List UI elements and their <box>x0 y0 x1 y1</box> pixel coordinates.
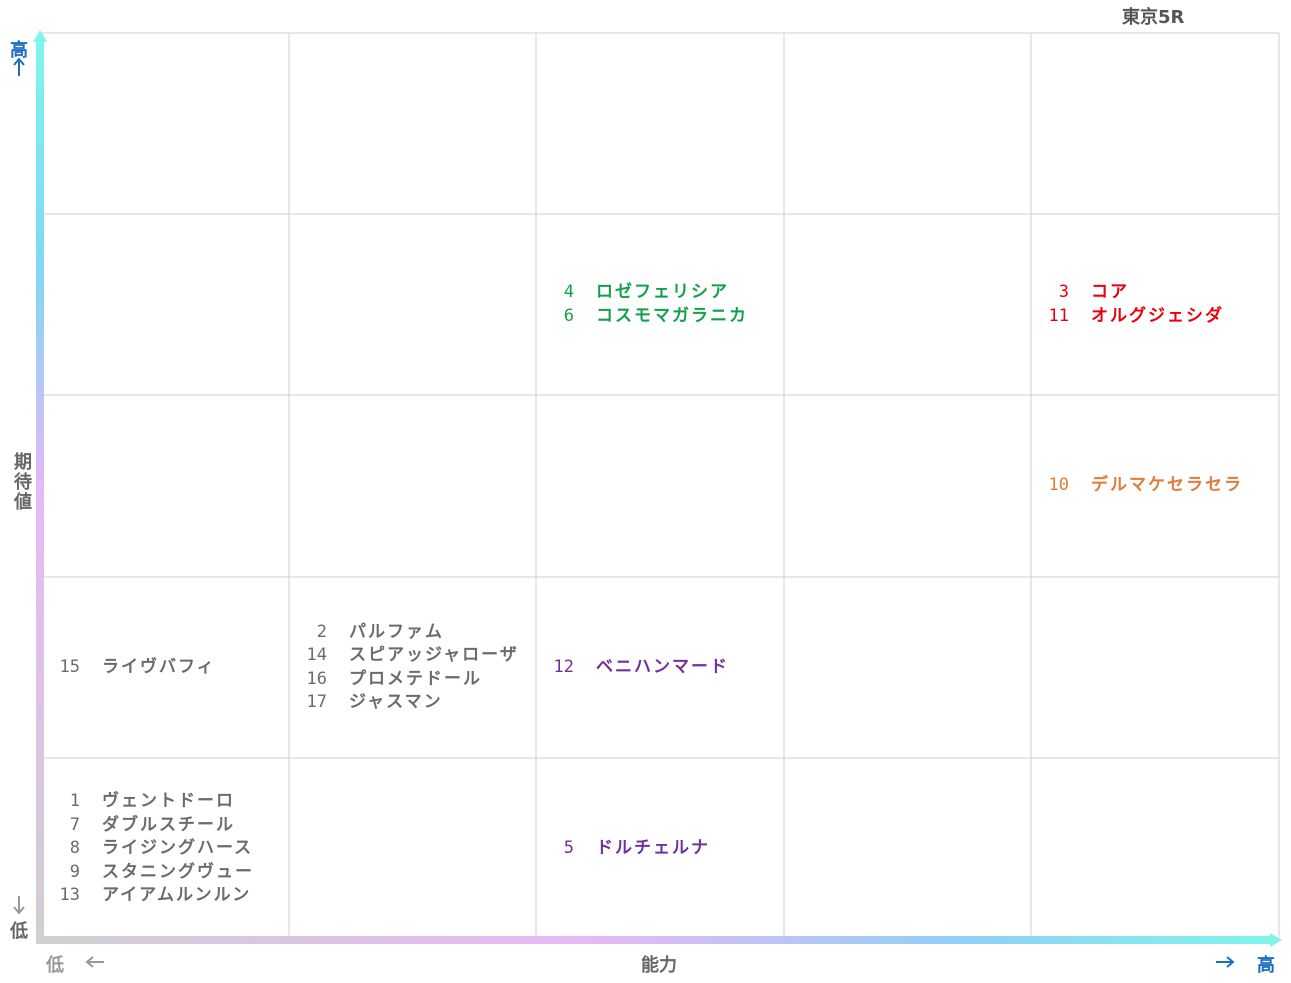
entry-number: 16 <box>306 668 327 689</box>
entry-number: 7 <box>69 814 80 835</box>
entry-name: ドルチェルナ <box>596 838 710 859</box>
entry-number: 12 <box>553 656 574 677</box>
entry-number: 17 <box>306 692 327 712</box>
entry-number: 9 <box>69 861 80 882</box>
entry-name: スピアッジャローザ <box>349 645 519 665</box>
entry-name: パルファム <box>349 621 444 642</box>
entry-number: 13 <box>59 885 80 906</box>
entry-number: 4 <box>563 282 574 302</box>
down-arrow <box>13 896 25 915</box>
entry-number: 15 <box>59 656 80 677</box>
entry-name: ロゼフェリシア <box>596 282 729 302</box>
entry-name: ライジングハース <box>102 838 254 859</box>
y-axis-bar <box>36 38 44 944</box>
y-axis-arrowhead <box>33 30 47 42</box>
entry-name: ヴェントドーロ <box>102 791 235 812</box>
entry-name: オルグジェシダ <box>1091 305 1224 326</box>
y-low: 低 <box>10 921 28 942</box>
entry-name: デルマケセラセラ <box>1091 475 1243 496</box>
entry-number: 10 <box>1048 475 1069 496</box>
up-arrow <box>13 57 25 76</box>
y-label: 期待値 <box>11 452 32 512</box>
entry-name: ベニハンマード <box>596 656 729 677</box>
entry-number: 14 <box>306 645 327 665</box>
right-arrow <box>1216 956 1235 968</box>
left-arrow <box>85 956 104 968</box>
entry-number: 11 <box>1048 305 1069 326</box>
entry-number: 1 <box>69 791 80 812</box>
entry-name: アイアムルンルン <box>102 885 252 906</box>
entry-name: ダブルスチール <box>102 814 235 835</box>
entry-name: コスモマガラニカ <box>596 305 748 326</box>
x-high: 高 <box>1257 955 1275 976</box>
x-low: 低 <box>46 955 64 976</box>
entry-number: 8 <box>69 838 80 859</box>
entry-number: 2 <box>316 621 327 642</box>
entry-name: ジャスマン <box>349 692 443 712</box>
entry-number: 5 <box>563 838 574 859</box>
y-high: 高 <box>10 40 28 61</box>
title: 東京5R <box>1122 7 1185 28</box>
entry-number: 6 <box>563 305 574 326</box>
entry-name: ライヴバフィ <box>102 656 216 677</box>
x-label: 能力 <box>641 955 677 976</box>
entry-name: スタニングヴュー <box>102 861 254 882</box>
entry-name: コア <box>1091 282 1129 302</box>
x-axis-arrowhead <box>1270 933 1282 947</box>
x-axis-bar <box>36 936 1274 944</box>
entry-name: プロメテドール <box>349 668 482 689</box>
entry-number: 3 <box>1058 282 1069 302</box>
